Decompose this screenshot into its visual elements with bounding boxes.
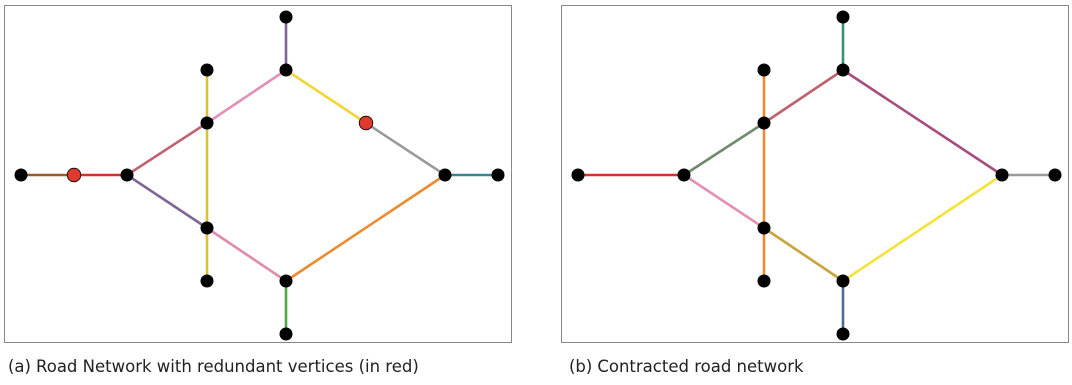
edge-A-C	[125, 173, 209, 230]
vertex-A	[120, 168, 134, 182]
road-network-graph	[14, 10, 505, 341]
vertex-BT	[757, 63, 771, 77]
vertex-C	[757, 221, 771, 235]
edge-C-E	[762, 226, 845, 283]
contracted-network-graph	[571, 10, 1062, 341]
vertex-DT	[279, 10, 293, 24]
vertex-E	[279, 274, 293, 288]
edge-B-D	[762, 68, 845, 125]
vertex-L	[14, 168, 28, 182]
vertex-A	[677, 168, 691, 182]
edge-A-B	[682, 121, 766, 177]
vertex-DT	[836, 10, 850, 24]
vertex-B	[757, 116, 771, 130]
vertex-CB	[757, 274, 771, 288]
vertex-BT	[200, 63, 214, 77]
vertex-F	[995, 168, 1009, 182]
vertex-EB	[836, 327, 850, 341]
vertex-EB	[279, 327, 293, 341]
vertex-FR	[1048, 168, 1062, 182]
edge-B-D	[205, 68, 288, 125]
vertex-D	[279, 63, 293, 77]
vertex-CB	[200, 274, 214, 288]
edge-A-C	[682, 173, 766, 230]
redundant-vertex-R2	[358, 115, 374, 131]
edge-R2-F	[364, 121, 447, 177]
panel-road-network	[4, 5, 512, 343]
redundant-vertex-R1	[66, 167, 82, 183]
edge-D-F	[841, 68, 1004, 177]
edge-D-R2	[284, 68, 368, 125]
caption-a-text: Road Network with redundant vertices (in…	[36, 357, 419, 376]
vertex-F	[438, 168, 452, 182]
panel-contracted-network	[561, 5, 1069, 343]
vertex-FR	[491, 168, 505, 182]
caption-a-label: (a)	[8, 357, 31, 376]
edge-E-F	[284, 173, 447, 283]
vertex-D	[836, 63, 850, 77]
vertex-B	[200, 116, 214, 130]
caption-b: (b) Contracted road network	[569, 357, 804, 376]
edge-A-B	[125, 121, 209, 177]
caption-b-label: (b)	[569, 357, 593, 376]
edge-C-E	[205, 226, 288, 283]
vertex-C	[200, 221, 214, 235]
caption-b-text: Contracted road network	[597, 357, 804, 376]
vertex-L	[571, 168, 585, 182]
vertex-E	[836, 274, 850, 288]
edge-E-F	[841, 173, 1004, 283]
caption-a: (a) Road Network with redundant vertices …	[8, 357, 419, 376]
